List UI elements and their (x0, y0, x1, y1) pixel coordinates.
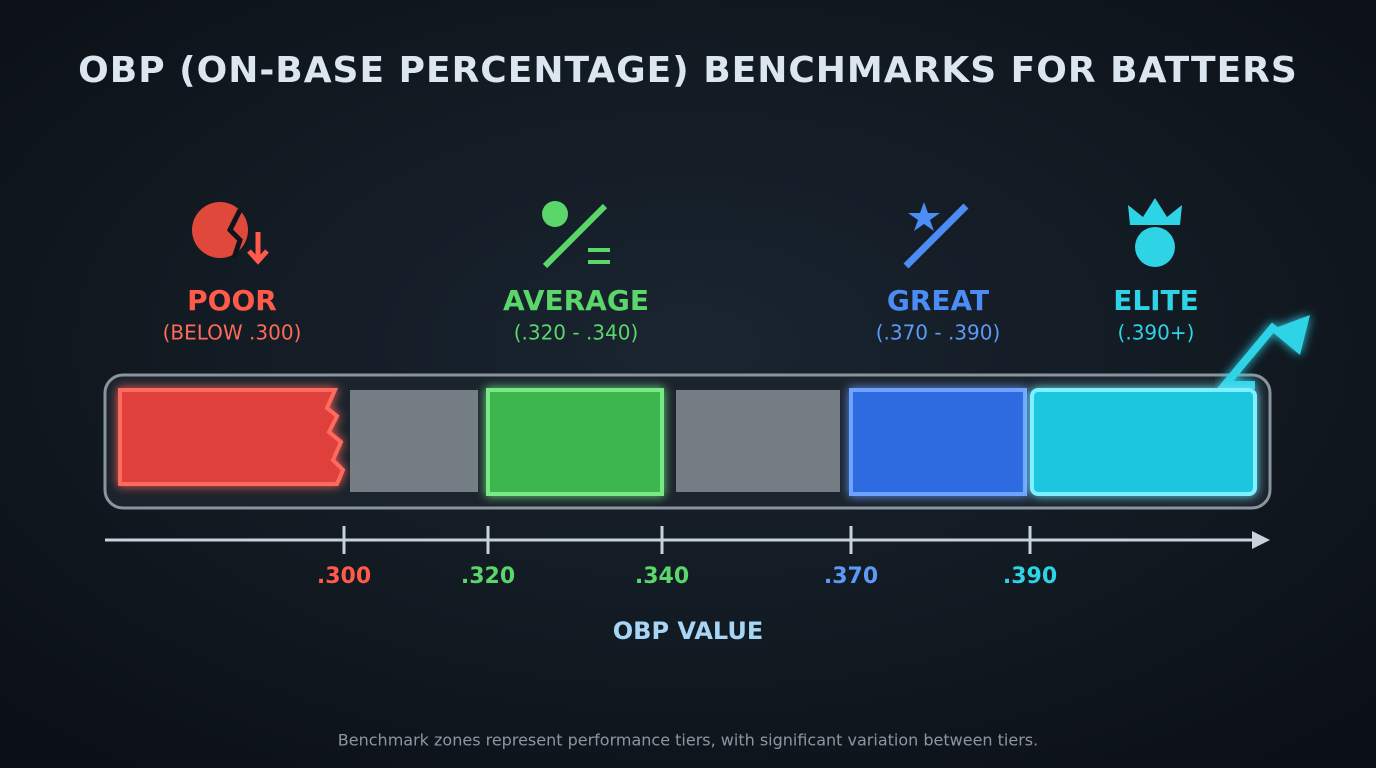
tick-label: .390 (1003, 564, 1057, 589)
tick-label: .300 (317, 564, 371, 589)
axis-title: OBP VALUE (613, 617, 763, 645)
tier-range: (BELOW .300) (163, 321, 302, 345)
tier-label: ELITE (1113, 284, 1199, 317)
tick-label: .340 (635, 564, 689, 589)
tier-range: (.320 - .340) (514, 321, 639, 345)
poor-icon (192, 202, 269, 265)
average-zone (486, 388, 664, 496)
tier-label: POOR (187, 284, 277, 317)
footnote: Benchmark zones represent performance ti… (338, 731, 1038, 750)
elite-arrow (1216, 322, 1279, 389)
gap-zone (676, 390, 840, 492)
axis-arrowhead (1252, 531, 1270, 549)
average-icon (542, 201, 610, 269)
tier-label: AVERAGE (503, 284, 649, 317)
tier-label: GREAT (887, 284, 989, 317)
elite-arrowhead (1270, 315, 1310, 355)
great-zone (849, 388, 1027, 496)
axis-ticks: .300 .320 .340 .370 .390 (317, 526, 1057, 589)
title: OBP (ON-BASE PERCENTAGE) BENCHMARKS FOR … (78, 50, 1298, 91)
tick-label: .370 (824, 564, 878, 589)
poor-zone (118, 388, 346, 486)
great-icon (903, 202, 969, 269)
elite-icon (1128, 198, 1182, 267)
gap-zone (350, 390, 478, 492)
elite-zone (1030, 388, 1257, 496)
tick-label: .320 (461, 564, 515, 589)
tier-range: (.390+) (1118, 321, 1195, 345)
tier-range: (.370 - .390) (876, 321, 1001, 345)
